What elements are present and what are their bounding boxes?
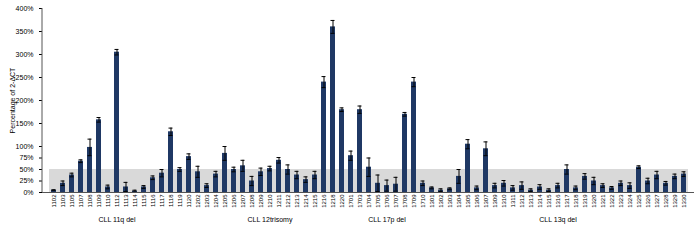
svg-text:1216: 1216 bbox=[321, 194, 327, 208]
svg-text:1212: 1212 bbox=[285, 194, 291, 208]
svg-text:1102: 1102 bbox=[51, 194, 57, 208]
svg-text:1707: 1707 bbox=[393, 194, 399, 208]
svg-text:1118: 1118 bbox=[168, 194, 174, 207]
svg-text:1326: 1326 bbox=[645, 194, 651, 208]
svg-text:1204: 1204 bbox=[213, 194, 219, 208]
svg-text:1314: 1314 bbox=[537, 194, 543, 208]
svg-text:1705: 1705 bbox=[375, 194, 381, 208]
svg-text:1307: 1307 bbox=[483, 194, 489, 208]
svg-text:1306: 1306 bbox=[474, 194, 480, 208]
svg-text:1313: 1313 bbox=[528, 194, 534, 208]
svg-text:1120: 1120 bbox=[186, 194, 192, 208]
svg-text:1322: 1322 bbox=[609, 194, 615, 208]
svg-text:1318: 1318 bbox=[573, 194, 579, 208]
svg-text:1319: 1319 bbox=[582, 194, 588, 208]
svg-text:1220: 1220 bbox=[339, 194, 345, 208]
svg-text:1317: 1317 bbox=[564, 194, 570, 208]
svg-text:75%: 75% bbox=[19, 154, 33, 161]
svg-text:1301: 1301 bbox=[429, 194, 435, 208]
svg-text:150%: 150% bbox=[16, 120, 34, 127]
svg-text:1311: 1311 bbox=[510, 194, 516, 208]
svg-text:1321: 1321 bbox=[600, 194, 606, 208]
svg-text:25%: 25% bbox=[19, 177, 33, 184]
svg-text:200%: 200% bbox=[16, 97, 34, 104]
svg-text:350%: 350% bbox=[16, 28, 34, 35]
svg-text:1209: 1209 bbox=[258, 194, 264, 208]
svg-text:1113: 1113 bbox=[123, 194, 129, 207]
svg-text:1320: 1320 bbox=[591, 194, 597, 208]
svg-text:1304: 1304 bbox=[456, 194, 462, 208]
svg-text:CLL 17p del: CLL 17p del bbox=[368, 216, 406, 224]
svg-text:1202: 1202 bbox=[195, 194, 201, 208]
svg-text:1706: 1706 bbox=[384, 194, 390, 208]
svg-text:1205: 1205 bbox=[222, 194, 228, 208]
svg-text:1207: 1207 bbox=[240, 194, 246, 208]
svg-text:1112: 1112 bbox=[114, 194, 120, 207]
svg-text:CLL 13q del: CLL 13q del bbox=[539, 216, 577, 224]
svg-text:1208: 1208 bbox=[249, 194, 255, 208]
svg-text:1210: 1210 bbox=[267, 194, 273, 208]
svg-text:1115: 1115 bbox=[141, 194, 147, 207]
svg-text:1329: 1329 bbox=[672, 194, 678, 208]
svg-text:1709: 1709 bbox=[411, 194, 417, 208]
svg-text:1107: 1107 bbox=[78, 194, 84, 208]
svg-text:0%: 0% bbox=[23, 189, 33, 196]
svg-text:1710: 1710 bbox=[420, 194, 426, 208]
svg-text:1323: 1323 bbox=[618, 194, 624, 208]
svg-text:1305: 1305 bbox=[465, 194, 471, 208]
svg-text:1105: 1105 bbox=[69, 194, 75, 208]
svg-text:1312: 1312 bbox=[519, 194, 525, 208]
svg-text:1116: 1116 bbox=[150, 194, 156, 207]
svg-text:1303: 1303 bbox=[447, 194, 453, 208]
svg-text:1309: 1309 bbox=[492, 194, 498, 208]
svg-text:1213: 1213 bbox=[294, 194, 300, 208]
svg-text:CLL 11q del: CLL 11q del bbox=[99, 216, 136, 224]
svg-text:1310: 1310 bbox=[501, 194, 507, 208]
svg-text:1215: 1215 bbox=[312, 194, 318, 208]
svg-text:1206: 1206 bbox=[231, 194, 237, 208]
svg-text:1110: 1110 bbox=[105, 194, 111, 207]
svg-text:1703: 1703 bbox=[357, 194, 363, 208]
svg-text:400%: 400% bbox=[16, 5, 34, 12]
svg-text:1218: 1218 bbox=[330, 194, 336, 208]
svg-text:1214: 1214 bbox=[303, 194, 309, 208]
svg-text:1704: 1704 bbox=[366, 194, 372, 208]
svg-text:50%: 50% bbox=[19, 166, 33, 173]
svg-text:1324: 1324 bbox=[627, 194, 633, 208]
svg-text:Percentage of 2-ΔCT: Percentage of 2-ΔCT bbox=[9, 67, 17, 133]
svg-text:1315: 1315 bbox=[546, 194, 552, 208]
svg-text:1108: 1108 bbox=[87, 194, 93, 208]
svg-text:100%: 100% bbox=[16, 143, 34, 150]
svg-text:1316: 1316 bbox=[555, 194, 561, 208]
svg-text:1708: 1708 bbox=[402, 194, 408, 208]
svg-text:CLL 12trisomy: CLL 12trisomy bbox=[248, 216, 293, 224]
svg-text:1211: 1211 bbox=[276, 194, 282, 208]
svg-text:1325: 1325 bbox=[636, 194, 642, 208]
svg-text:1701: 1701 bbox=[348, 194, 354, 208]
svg-text:1109: 1109 bbox=[96, 194, 102, 208]
svg-text:1203: 1203 bbox=[204, 194, 210, 208]
svg-text:1114: 1114 bbox=[132, 194, 138, 207]
svg-text:1327: 1327 bbox=[654, 194, 660, 208]
svg-text:1328: 1328 bbox=[663, 194, 669, 208]
svg-text:1302: 1302 bbox=[438, 194, 444, 208]
svg-text:300%: 300% bbox=[16, 51, 34, 58]
svg-text:1119: 1119 bbox=[177, 194, 183, 207]
svg-text:1330: 1330 bbox=[681, 194, 687, 208]
svg-text:1103: 1103 bbox=[60, 194, 66, 208]
svg-text:1117: 1117 bbox=[159, 194, 165, 207]
svg-text:250%: 250% bbox=[16, 74, 34, 81]
